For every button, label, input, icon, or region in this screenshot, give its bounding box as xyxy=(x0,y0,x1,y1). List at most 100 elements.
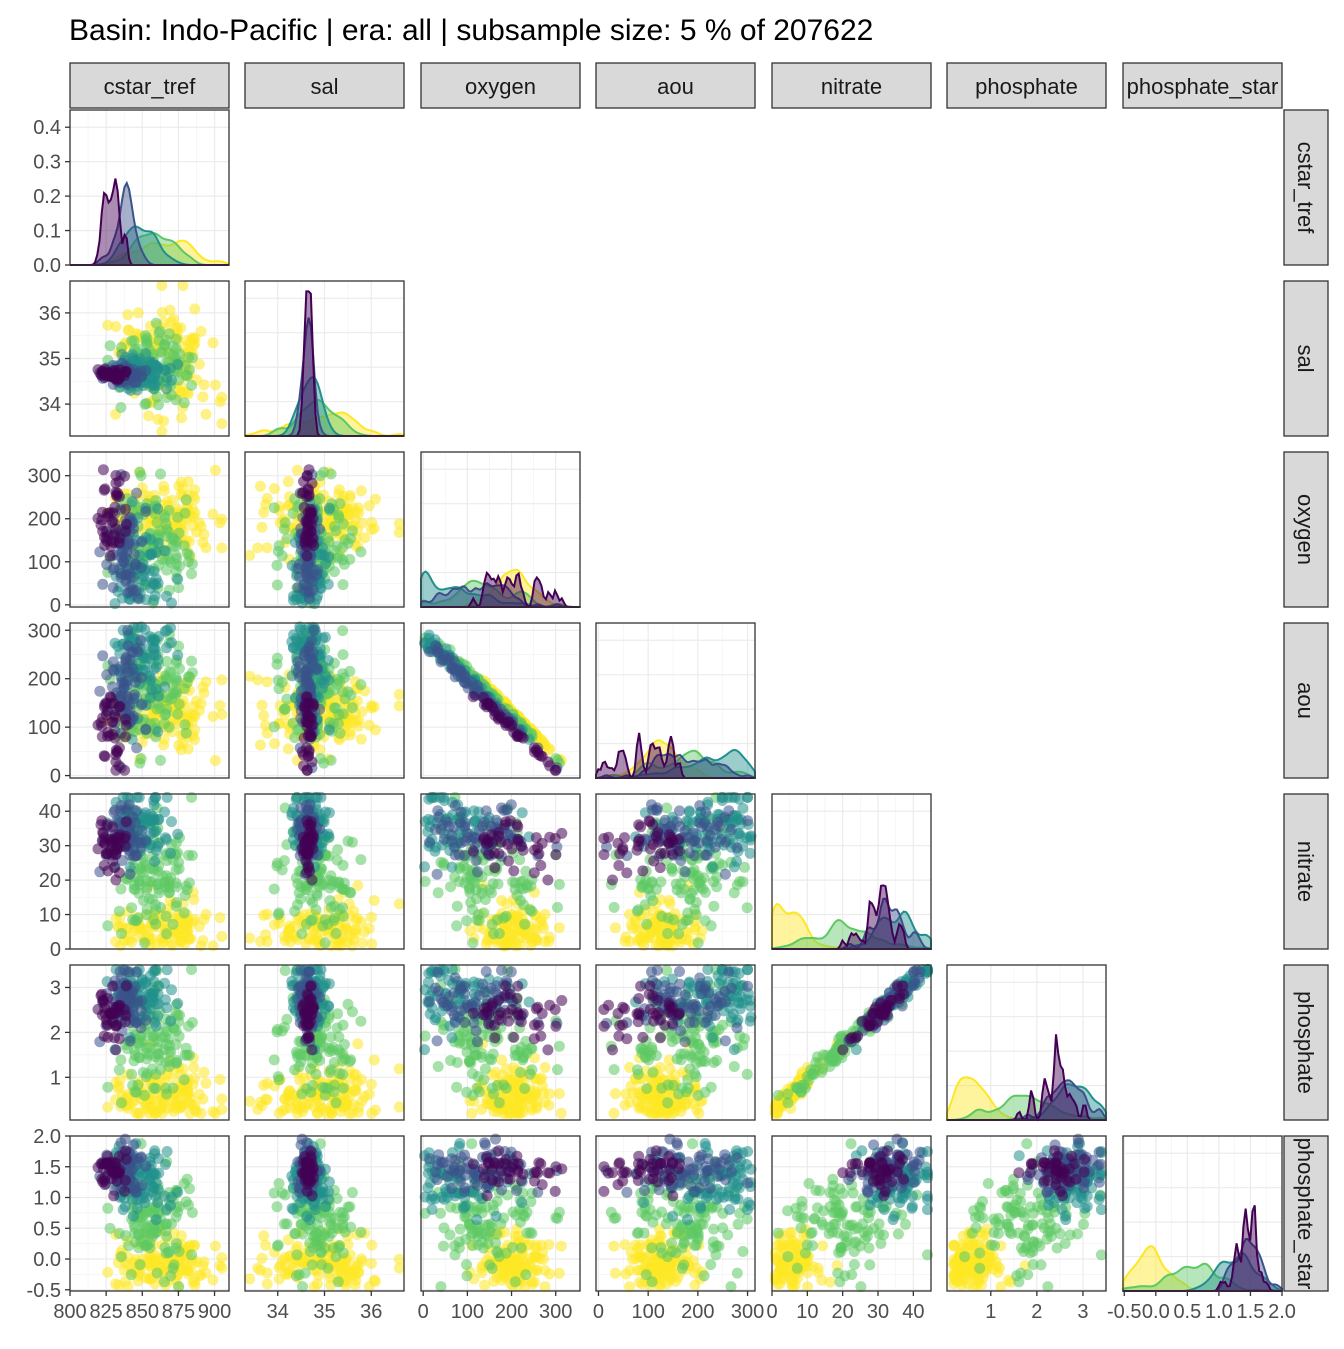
data-point xyxy=(489,862,500,873)
data-point xyxy=(502,938,513,949)
data-point xyxy=(126,902,137,913)
data-point xyxy=(108,582,119,593)
data-point xyxy=(129,549,140,560)
panel-phosphate-vs-sal xyxy=(244,964,405,1120)
data-point xyxy=(320,937,331,948)
data-point xyxy=(394,689,405,700)
data-point xyxy=(681,915,692,926)
data-point xyxy=(102,865,113,876)
data-point xyxy=(121,816,132,827)
data-point xyxy=(153,654,164,665)
data-point xyxy=(188,1062,199,1073)
data-point xyxy=(337,625,348,636)
data-point xyxy=(305,729,316,740)
data-point xyxy=(662,928,673,939)
data-point xyxy=(450,800,461,811)
data-point xyxy=(148,595,159,606)
data-point xyxy=(324,503,335,514)
data-point xyxy=(157,1032,168,1043)
data-point xyxy=(324,724,335,735)
data-point xyxy=(189,1105,200,1116)
data-point xyxy=(708,876,719,887)
data-point xyxy=(96,990,107,1001)
data-point xyxy=(169,535,180,546)
data-point xyxy=(157,347,168,358)
data-point xyxy=(430,640,441,651)
data-point xyxy=(191,527,202,538)
panel-sal-vs-sal xyxy=(245,281,404,436)
data-point xyxy=(94,686,105,697)
data-point xyxy=(208,940,219,951)
data-point xyxy=(370,494,381,505)
plot-title: Basin: Indo-Pacific | era: all | subsamp… xyxy=(69,14,873,47)
data-point xyxy=(146,816,157,827)
data-point xyxy=(500,819,511,830)
data-point xyxy=(296,928,307,939)
data-point xyxy=(667,849,678,860)
data-point xyxy=(183,743,194,754)
data-point xyxy=(329,521,340,532)
data-point xyxy=(726,824,737,835)
data-point xyxy=(355,679,366,690)
data-point xyxy=(129,689,140,700)
data-point xyxy=(149,635,160,646)
data-point xyxy=(272,560,283,571)
data-point xyxy=(487,838,498,849)
data-point xyxy=(481,805,492,816)
data-point xyxy=(599,849,610,860)
data-point xyxy=(533,848,544,859)
data-point xyxy=(174,1010,185,1021)
data-point xyxy=(662,938,673,949)
data-point xyxy=(269,738,280,749)
data-point xyxy=(320,807,331,818)
data-point xyxy=(152,726,163,737)
data-point xyxy=(303,849,314,860)
data-point xyxy=(96,819,107,830)
data-point xyxy=(201,1078,212,1089)
data-point xyxy=(102,1032,113,1043)
data-point xyxy=(488,878,499,889)
data-point xyxy=(530,933,541,944)
data-point xyxy=(554,922,565,933)
data-point xyxy=(258,910,269,921)
data-point xyxy=(146,992,157,1003)
data-point xyxy=(533,749,544,760)
data-point xyxy=(130,1086,141,1097)
panel-nitrate-vs-nitrate xyxy=(772,794,931,949)
data-point xyxy=(446,835,457,846)
data-point xyxy=(114,906,125,917)
data-point xyxy=(508,865,519,876)
data-point xyxy=(166,637,177,648)
data-point xyxy=(394,700,405,711)
data-point xyxy=(110,875,121,886)
data-point xyxy=(130,672,141,683)
data-point xyxy=(106,839,117,850)
data-point xyxy=(554,879,565,890)
data-point xyxy=(707,862,718,873)
data-point xyxy=(550,849,561,860)
data-point xyxy=(305,821,316,832)
data-point xyxy=(161,708,172,719)
data-point xyxy=(519,919,530,930)
data-point xyxy=(364,923,375,934)
data-point xyxy=(307,914,318,925)
data-point xyxy=(186,380,197,391)
data-point xyxy=(210,465,221,476)
data-point xyxy=(350,715,361,726)
data-point xyxy=(116,677,127,688)
data-point xyxy=(146,684,157,695)
data-point xyxy=(620,932,631,943)
data-point xyxy=(307,756,318,767)
panel-aou-vs-sal xyxy=(244,621,405,778)
data-point xyxy=(626,919,637,930)
data-point xyxy=(481,939,492,950)
data-point xyxy=(215,396,226,407)
data-point xyxy=(479,816,490,827)
data-point xyxy=(157,938,168,949)
data-point xyxy=(210,755,221,766)
data-point xyxy=(552,902,563,913)
data-point xyxy=(324,851,335,862)
data-point xyxy=(179,1074,190,1085)
